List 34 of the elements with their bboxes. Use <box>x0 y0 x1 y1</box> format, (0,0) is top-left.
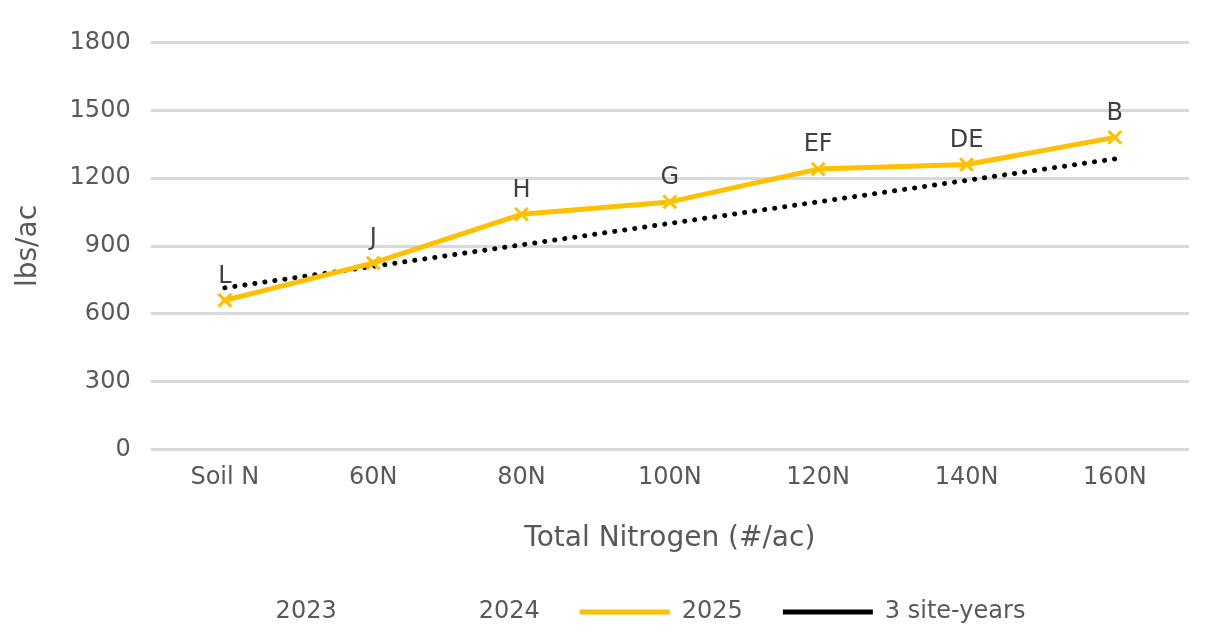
text: 2024 <box>478 596 540 625</box>
y-tick-label: 900 <box>84 230 131 259</box>
data-label: G <box>660 162 680 191</box>
x-tick-label: 120N <box>786 462 851 491</box>
y-tick-label: 600 <box>84 298 131 327</box>
x-tick-label: Soil N <box>190 462 260 491</box>
point <box>216 292 233 309</box>
data-label: H <box>512 174 531 203</box>
y-tick-label: 1800 <box>69 26 131 55</box>
y-tick-label: 300 <box>84 365 131 394</box>
data-label: J <box>367 223 377 252</box>
x-tick-label: 140N <box>934 462 999 491</box>
data-label: DE <box>949 124 984 153</box>
point <box>365 255 382 271</box>
y-tick-label: 1200 <box>69 162 131 191</box>
data-label: L <box>218 260 233 289</box>
point <box>1106 129 1123 146</box>
legend-label: 2025 <box>681 596 743 625</box>
x-tick-label: 160N <box>1082 462 1147 491</box>
x-tick-label: 100N <box>637 462 702 491</box>
point <box>958 156 975 173</box>
point <box>661 194 678 210</box>
x-tick-label: 80N <box>497 462 546 491</box>
point <box>810 161 827 177</box>
y-tick-label: 0 <box>115 433 131 462</box>
y-axis-title: lbs/ac <box>10 204 44 288</box>
data-label: EF <box>803 129 833 158</box>
x-axis-title: Total Nitrogen (#/ac) <box>523 520 816 554</box>
point <box>513 206 530 223</box>
text: 2023 <box>275 596 337 625</box>
data-label: B <box>1106 97 1124 126</box>
legend-label: 3 site-years <box>884 596 1026 625</box>
y-tick-label: 1500 <box>69 94 131 123</box>
x-tick-label: 60N <box>348 462 398 491</box>
